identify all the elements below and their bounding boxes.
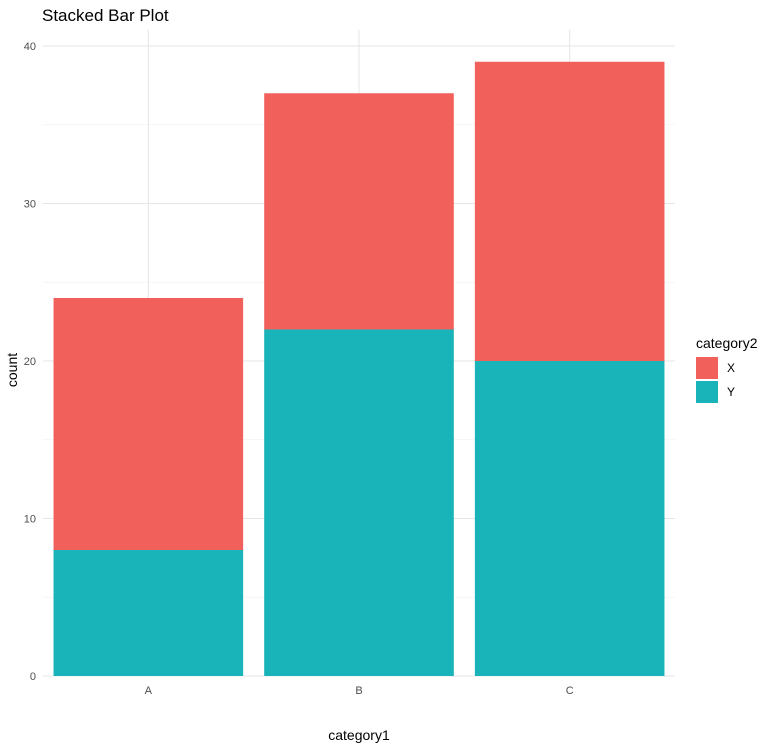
chart-title: Stacked Bar Plot xyxy=(42,6,169,25)
x-axis-title: category1 xyxy=(328,727,390,743)
x-tick-label: A xyxy=(145,685,153,697)
y-tick-label: 0 xyxy=(30,671,36,683)
x-axis-ticks: A B C xyxy=(145,685,574,697)
legend-key-Y xyxy=(696,381,718,403)
x-tick-label: C xyxy=(566,685,574,697)
legend: category2 XY xyxy=(696,335,758,403)
bar-A-X xyxy=(53,298,244,550)
legend-key-X xyxy=(696,357,718,379)
legend-label-Y: Y xyxy=(727,385,735,399)
y-tick-label: 30 xyxy=(24,199,36,211)
bar-A-Y xyxy=(53,550,244,676)
y-tick-label: 10 xyxy=(24,514,36,526)
legend-label-X: X xyxy=(727,361,735,375)
x-tick-label: B xyxy=(355,685,362,697)
bar-B-Y xyxy=(264,329,454,676)
bar-B-X xyxy=(264,93,454,330)
bar-C-Y xyxy=(474,361,665,676)
y-axis-ticks: 0 10 20 30 40 xyxy=(24,41,36,683)
bar-C-X xyxy=(474,61,665,361)
y-axis-title: count xyxy=(4,353,20,387)
y-tick-label: 40 xyxy=(24,41,36,53)
bars xyxy=(53,61,665,676)
legend-title: category2 xyxy=(696,335,758,351)
y-tick-label: 20 xyxy=(24,356,36,368)
legend-items: XY xyxy=(696,357,735,403)
